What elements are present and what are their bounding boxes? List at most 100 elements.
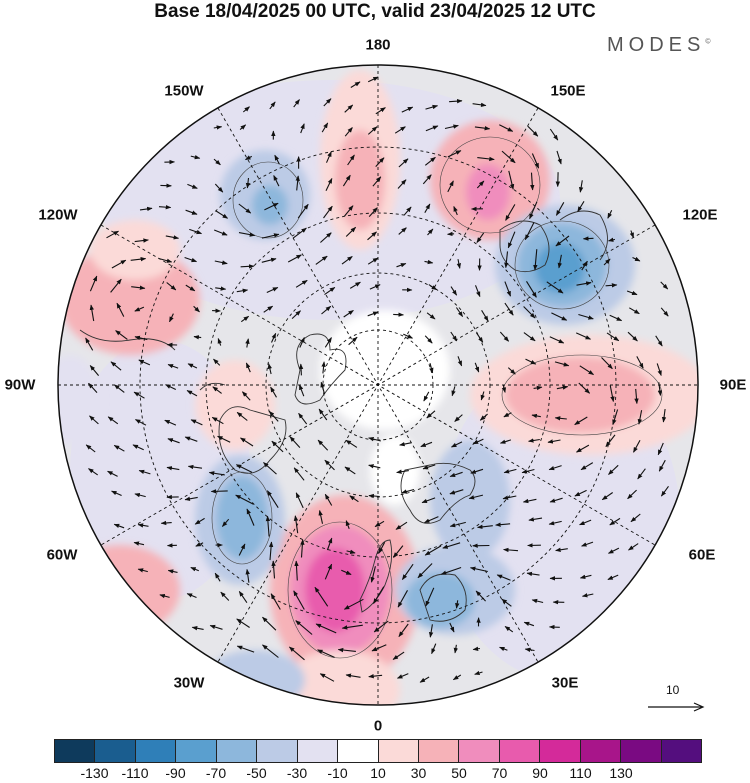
wind-arrow: [189, 228, 203, 235]
wind-arrow: [472, 102, 487, 108]
wind-arrow: [397, 590, 408, 608]
wind-arrow: [297, 203, 309, 219]
wind-arrow: [424, 203, 431, 213]
wind-arrow: [165, 235, 180, 240]
wind-arrow: [372, 176, 382, 187]
colorbar-swatch: [378, 740, 419, 762]
wind-arrow: [295, 620, 313, 635]
anomaly-positive: [90, 220, 180, 280]
wind-arrow: [375, 107, 386, 115]
colorbar-ticks: -130 -110 -90 -70 -50 -30 -10 10 30 50 70 90 110 130: [54, 763, 702, 783]
wind-arrow: [242, 106, 250, 113]
wind-arrow: [605, 434, 616, 448]
wind-arrow: [346, 549, 356, 554]
wind-arrow: [323, 205, 333, 219]
wind-arrow: [300, 123, 305, 134]
colorbar-swatch: [338, 740, 379, 762]
wind-arrow: [214, 572, 221, 582]
lon-label-120w: 120W: [38, 206, 78, 224]
anomaly-positive: [60, 245, 200, 355]
wind-arrow: [116, 302, 125, 317]
wind-arrow: [324, 286, 336, 296]
wind-arrow: [580, 462, 594, 471]
lon-label-120e: 120E: [682, 206, 718, 224]
wind-arrow: [457, 356, 463, 367]
wind-arrow: [426, 410, 436, 419]
wind-arrow: [626, 290, 638, 296]
wind-arrow: [447, 150, 462, 158]
wind-arrow: [213, 125, 223, 130]
wind-arrow: [345, 439, 358, 448]
wind-arrow: [88, 382, 98, 393]
wind-arrow: [85, 337, 94, 351]
anomaly-negative: [58, 355, 100, 445]
wind-arrow: [341, 569, 352, 576]
wind-arrow: [496, 574, 511, 581]
wind-arrow: [378, 541, 386, 554]
wind-arrow: [169, 313, 174, 323]
wind-arrow: [499, 646, 508, 652]
lon-label-30w: 30W: [173, 674, 205, 692]
wind-arrow: [660, 281, 669, 290]
colorbar-tick-label: 90: [532, 765, 548, 781]
wind-arrow: [367, 231, 377, 241]
colorbar-tick-label: 50: [451, 765, 467, 781]
wind-arrow: [656, 363, 662, 377]
wind-arrow: [319, 673, 335, 682]
wind-arrow: [628, 543, 639, 551]
colorbar-swatch: [95, 740, 136, 762]
wind-arrow: [398, 623, 409, 638]
wind-arrow: [606, 332, 620, 342]
wind-arrow: [503, 412, 512, 418]
wind-arrow: [315, 623, 337, 634]
wind-arrow: [474, 125, 491, 131]
colorbar-tick-label: -130: [80, 765, 109, 781]
wind-arrow: [344, 205, 354, 217]
wind-arrow: [442, 542, 461, 549]
wind-arrow: [401, 106, 414, 113]
anomaly-positive: [335, 130, 385, 230]
wind-arrow: [396, 469, 409, 474]
wind-arrow: [504, 302, 514, 316]
wind-arrow: [343, 309, 354, 318]
wind-arrow: [397, 179, 407, 189]
wind-arrow: [373, 586, 385, 604]
colorbar-tick-label: -90: [165, 765, 186, 781]
colorbar-tick-label: 30: [410, 765, 427, 781]
wind-arrow: [474, 670, 483, 676]
wind-arrow: [636, 356, 644, 369]
wind-arrow: [245, 177, 251, 189]
wind-arrow: [423, 391, 430, 402]
wind-arrow: [342, 174, 351, 187]
wind-arrow: [574, 489, 587, 497]
wind-arrow: [533, 249, 538, 271]
wind-arrow: [394, 126, 406, 134]
wind-arrow: [455, 307, 464, 318]
wind-arrow: [578, 382, 590, 394]
wind-arrow: [88, 468, 99, 476]
wind-arrow: [529, 201, 538, 220]
wind-arrow: [422, 464, 436, 470]
wind-arrow: [89, 365, 100, 376]
wind-arrow: [403, 206, 412, 216]
wind-arrow: [431, 643, 437, 655]
wind-arrow: [468, 494, 484, 500]
wind-arrow: [526, 281, 537, 298]
wind-arrow: [523, 621, 535, 627]
wind-arrow: [422, 174, 432, 185]
wind-arrow: [601, 492, 614, 501]
wind-arrow: [507, 367, 516, 375]
colorbar-swatch: [55, 740, 96, 762]
colorbar-swatch: [540, 740, 581, 762]
wind-arrow: [320, 381, 326, 395]
wind-arrow: [294, 560, 299, 581]
wind-arrow: [190, 566, 200, 572]
wind-arrow: [160, 520, 172, 526]
wind-arrow: [367, 311, 379, 317]
wind-arrow: [477, 524, 493, 530]
lon-label-0: 0: [373, 717, 383, 735]
wind-arrow: [547, 439, 561, 444]
wind-arrow: [368, 436, 381, 442]
anomaly-negative: [216, 476, 268, 560]
wind-arrow: [581, 260, 588, 271]
